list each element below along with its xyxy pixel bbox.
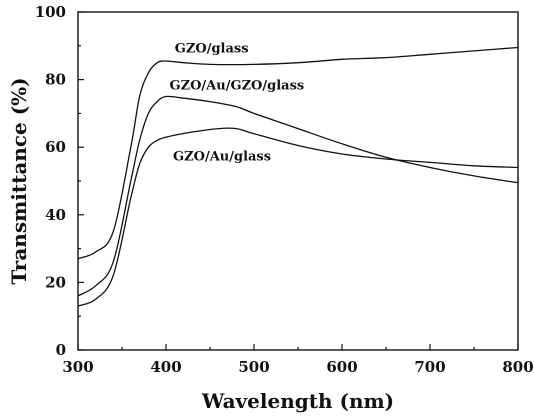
series-line xyxy=(77,95,519,297)
y-tick-label: 0 xyxy=(56,341,66,359)
series-label: GZO/Au/glass xyxy=(173,150,271,165)
x-tick-label: 600 xyxy=(326,358,357,376)
series-line xyxy=(77,127,519,307)
y-tick-label: 100 xyxy=(35,3,66,21)
plot-frame xyxy=(77,11,519,351)
y-axis-title: Transmittance (%) xyxy=(7,77,31,284)
x-tick-label: 500 xyxy=(238,358,269,376)
x-tick-label: 300 xyxy=(62,358,93,376)
y-tick-label: 40 xyxy=(45,206,66,224)
x-tick-label: 400 xyxy=(150,358,181,376)
series-labels: GZO/glass GZO/Au/GZO/glass GZO/Au/glass xyxy=(170,42,305,165)
y-tick-label: 60 xyxy=(45,138,66,156)
series-line xyxy=(77,46,519,260)
axis-ticks: 300 400 500 600 700 800 0 20 40 60 80 100 xyxy=(35,3,534,376)
x-tick-label: 800 xyxy=(502,358,533,376)
series-label: GZO/Au/GZO/glass xyxy=(170,79,305,94)
x-tick-label: 700 xyxy=(414,358,445,376)
series-lines xyxy=(77,46,519,307)
series-label: GZO/glass xyxy=(175,42,249,57)
y-tick-label: 80 xyxy=(45,71,66,89)
y-tick-label: 20 xyxy=(45,273,66,291)
x-axis-title: Wavelength (nm) xyxy=(201,389,394,413)
